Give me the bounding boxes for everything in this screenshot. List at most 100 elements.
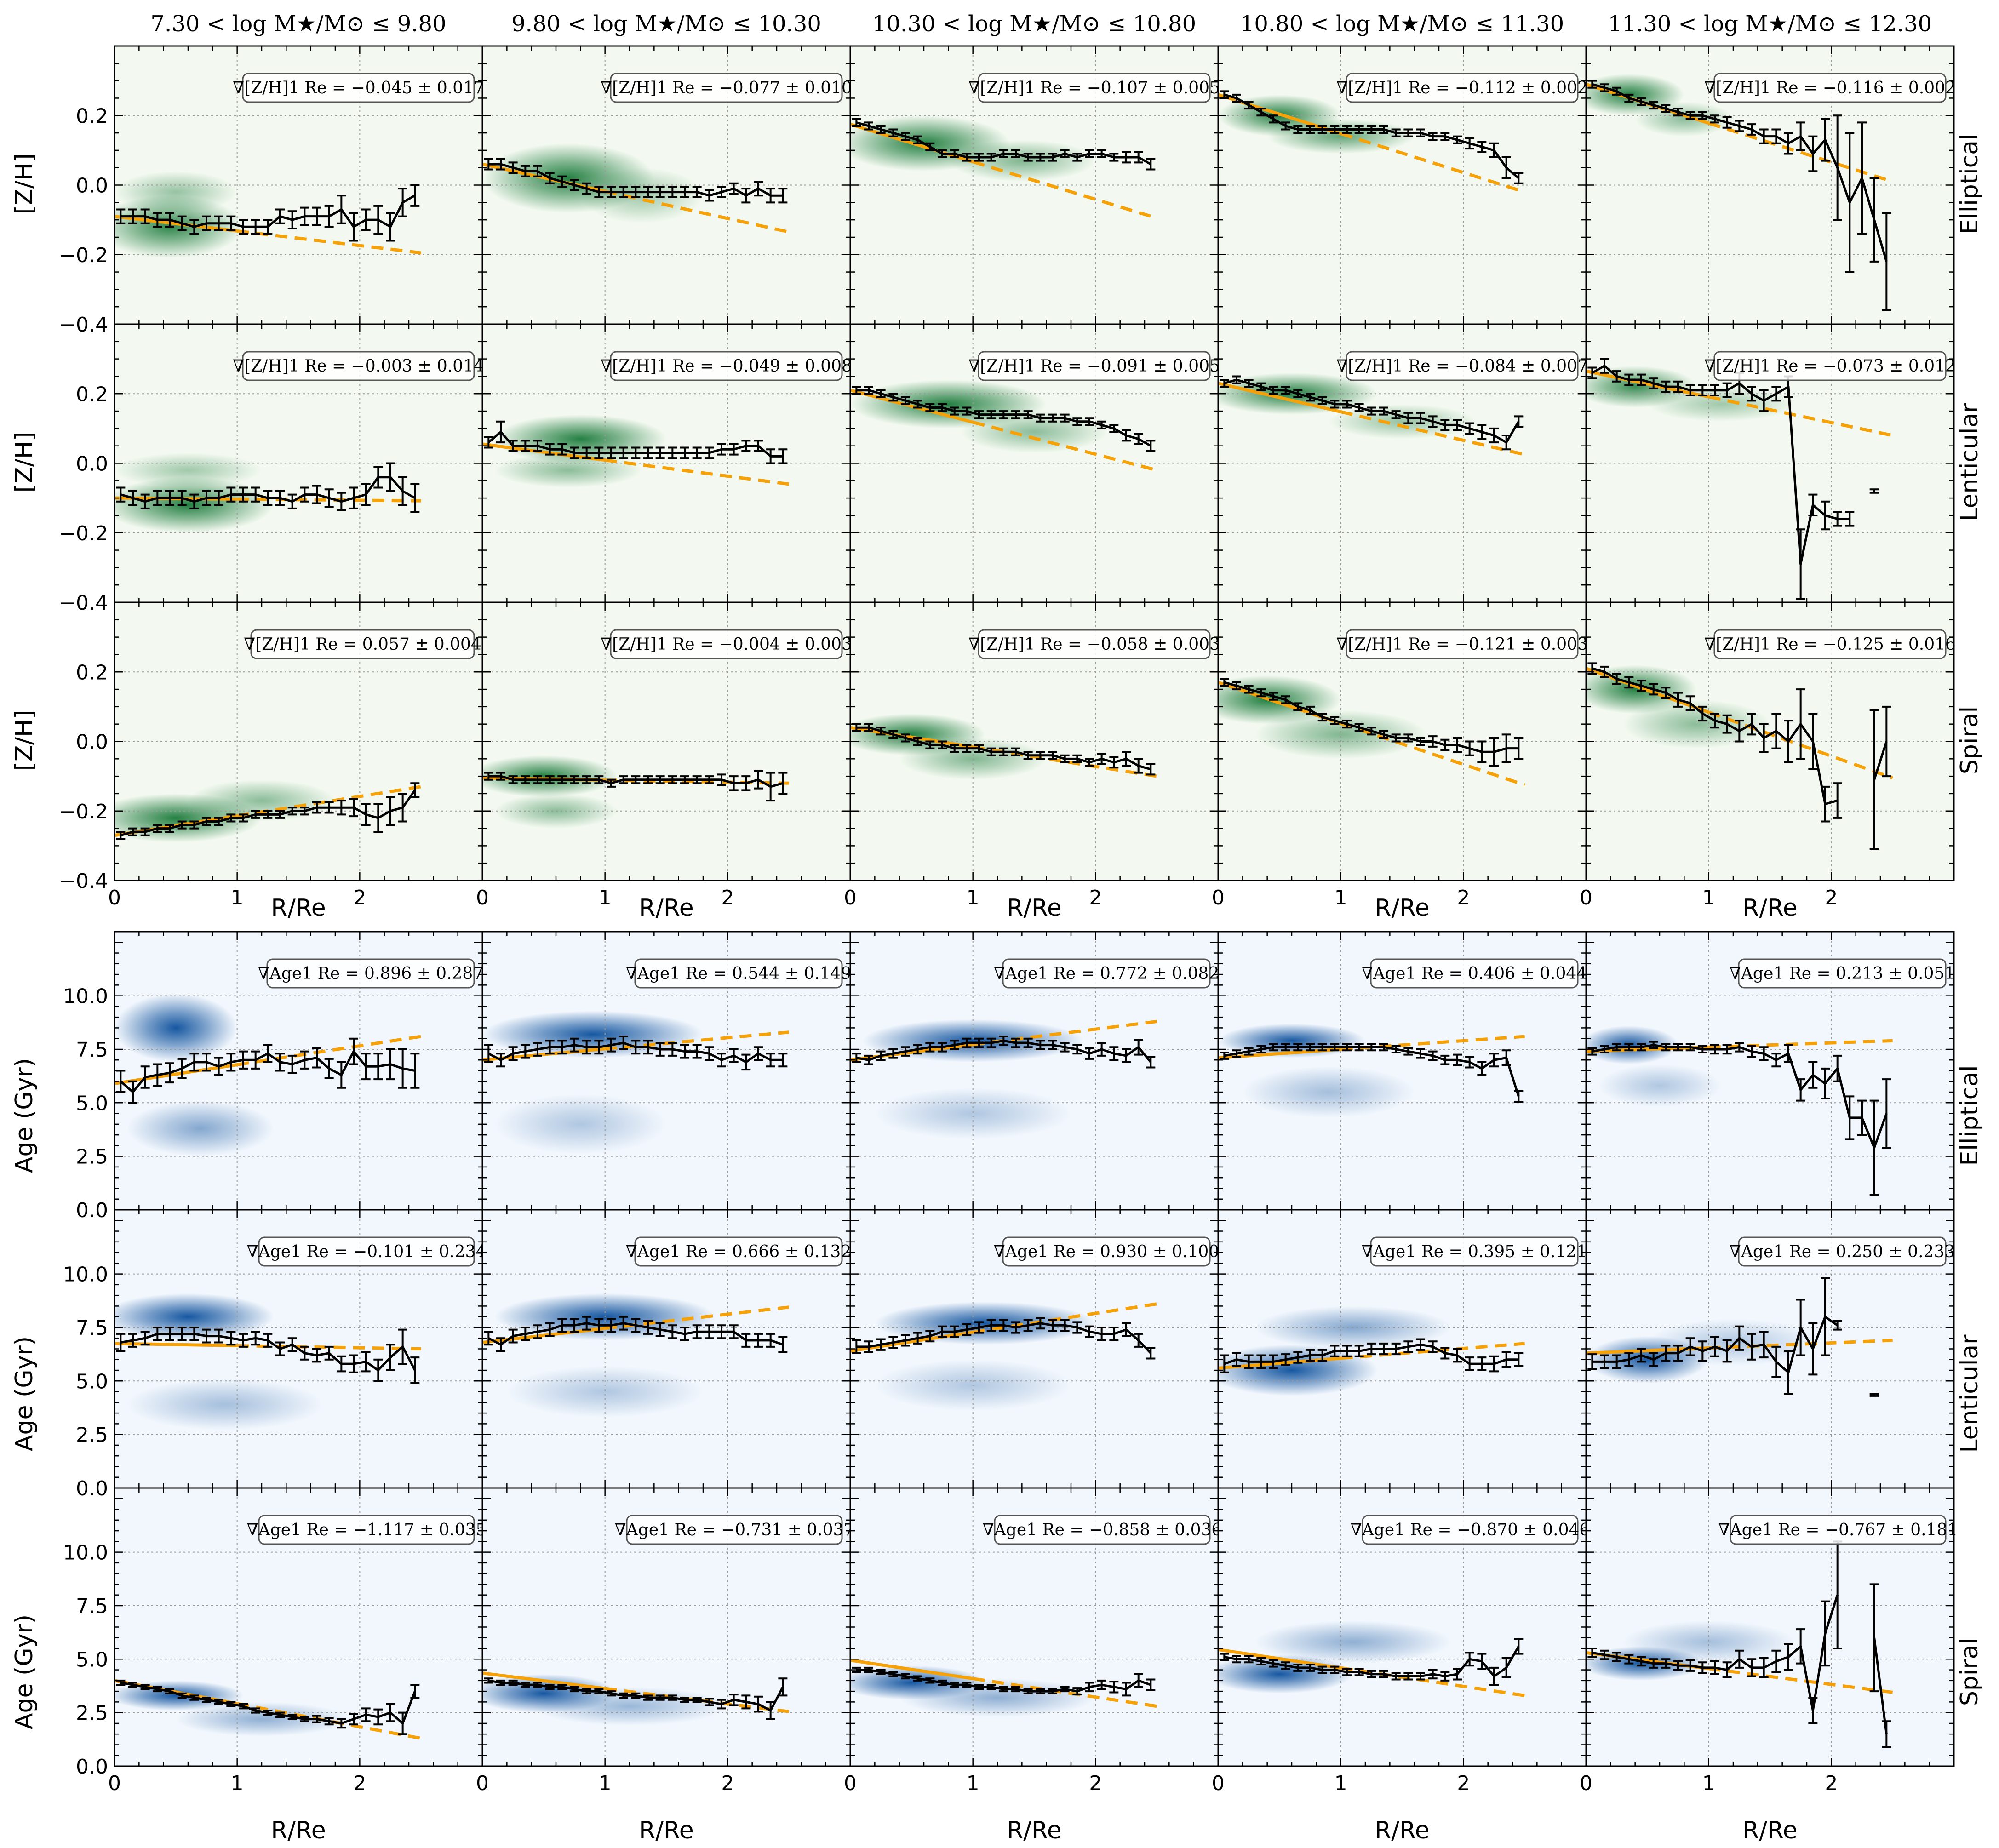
profile-point: [214, 817, 223, 826]
profile-point: [1747, 1045, 1756, 1058]
panel-r5-c2: ∇Age1 Re = 0.666 ± 0.132: [481, 1209, 851, 1489]
profile-point: [1011, 149, 1020, 158]
profile-point: [1808, 1322, 1818, 1376]
profile-point: [1403, 412, 1413, 424]
profile-point: [1869, 709, 1879, 850]
y-tick-label: 0.0: [76, 1477, 108, 1500]
profile-point: [1367, 727, 1376, 736]
profile-point: [349, 1354, 358, 1373]
profile-point: [496, 1053, 505, 1068]
profile-point: [1722, 116, 1732, 129]
profile-point: [153, 490, 162, 506]
profile-point: [263, 1044, 273, 1063]
profile-point: [1023, 1319, 1033, 1332]
density-blob: [1267, 119, 1415, 154]
profile-point: [1869, 1393, 1879, 1397]
profile-point: [1600, 1354, 1609, 1369]
profile-point: [1403, 1047, 1413, 1056]
panel-r4-c2: ∇Age1 Re = 0.544 ± 0.149: [481, 931, 851, 1211]
profile-point: [349, 486, 358, 509]
profile-point: [189, 219, 199, 235]
profile-point: [619, 775, 628, 784]
profile-point: [570, 179, 579, 191]
fit-line-solid: [850, 1330, 974, 1353]
profile-point: [484, 158, 493, 171]
profile-point: [607, 1318, 616, 1333]
x-axis-label-9: R/Re: [1375, 1817, 1429, 1844]
profile-point: [1060, 149, 1070, 158]
profile-point: [1673, 1043, 1683, 1052]
profile-point: [1759, 1046, 1769, 1061]
density-blob: [1635, 102, 1733, 137]
fit-line-solid: [115, 1342, 237, 1348]
profile-point: [484, 1331, 493, 1346]
panel-r3-c4: 0 1 2 ∇[Z/H]1 Re = −0.121 ± 0.003: [1212, 601, 1588, 910]
profile-point: [852, 1053, 861, 1063]
profile-point: [1354, 403, 1364, 412]
y-tick-label: −0.4: [59, 870, 108, 893]
profile-point: [1146, 1056, 1156, 1069]
profile-point: [545, 1322, 555, 1337]
profile-point: [1649, 377, 1658, 389]
profile-point: [324, 1345, 334, 1361]
profile-point: [398, 476, 407, 506]
y-tick-label: −0.2: [59, 522, 108, 545]
profile-point: [508, 775, 518, 784]
gradient-annotation: ∇Age1 Re = 0.930 ± 0.100: [994, 1236, 1219, 1267]
profile-point: [1391, 128, 1401, 137]
y-tick-label: 7.5: [76, 1038, 108, 1062]
x-tick-label: 1: [1702, 1772, 1715, 1795]
profile-point: [729, 1324, 739, 1339]
profile-point: [1514, 1638, 1524, 1655]
profile-point: [692, 186, 702, 198]
fit-line-dashed: [1340, 410, 1525, 457]
profile-point: [1465, 1356, 1474, 1372]
profile-point: [1869, 177, 1879, 263]
x-axis-label-2: R/Re: [639, 894, 693, 922]
profile-point: [1269, 1043, 1278, 1052]
profile-point: [619, 1316, 628, 1331]
profile-point: [754, 770, 763, 790]
profile-point: [287, 1337, 297, 1352]
profile-point: [1735, 120, 1744, 132]
x-tick-label: 2: [1457, 1772, 1470, 1795]
profile-point: [1306, 1349, 1315, 1362]
svg-text:∇[Z/H]1 Re = −0.091 ± 0.005: ∇[Z/H]1 Re = −0.091 ± 0.005: [968, 357, 1220, 376]
profile-point: [1072, 417, 1082, 426]
profile-point: [373, 1358, 383, 1382]
profile-point: [1501, 435, 1511, 451]
profile-point: [1882, 212, 1891, 311]
profile-point: [692, 1044, 702, 1059]
profile-point: [1796, 121, 1805, 151]
profile-point: [1600, 665, 1609, 678]
profile-point: [1477, 1653, 1487, 1670]
fit-line-solid: [115, 1063, 238, 1085]
panel-r1-c5: ∇[Z/H]1 Re = −0.116 ± 0.002: [1585, 45, 1956, 325]
profile-point: [1833, 511, 1842, 527]
profile-point: [263, 490, 273, 506]
fit-line-solid: [1218, 1648, 1341, 1670]
profile-point: [251, 1331, 260, 1346]
profile-point: [619, 1692, 628, 1699]
profile-point: [1747, 1658, 1756, 1677]
profile-point: [557, 775, 567, 784]
profile-point: [1403, 1672, 1413, 1681]
profile-point: [913, 1675, 922, 1682]
x-tick-label: 2: [721, 1772, 734, 1795]
y-tick-label: 0.0: [76, 731, 108, 754]
profile-point: [901, 1046, 910, 1057]
profile-point: [1244, 101, 1254, 110]
profile-point: [1673, 1660, 1683, 1671]
profile-point: [1747, 386, 1756, 402]
profile-point: [901, 132, 910, 141]
profile-point: [337, 1718, 346, 1729]
gradient-annotation: ∇[Z/H]1 Re = 0.057 ± 0.004: [244, 629, 481, 659]
y-tick-label: −0.2: [59, 244, 108, 267]
gradient-annotation: ∇[Z/H]1 Re = −0.003 ± 0.014: [233, 351, 484, 381]
fit-line-solid: [850, 1659, 974, 1681]
y-tick-label: 0.0: [76, 174, 108, 198]
y-axis-label-3: [Z/H]: [11, 710, 38, 771]
profile-point: [913, 400, 922, 409]
profile-point: [324, 1717, 334, 1726]
svg-text:∇[Z/H]1 Re = −0.084 ± 0.007: ∇[Z/H]1 Re = −0.084 ± 0.007: [1336, 357, 1588, 376]
